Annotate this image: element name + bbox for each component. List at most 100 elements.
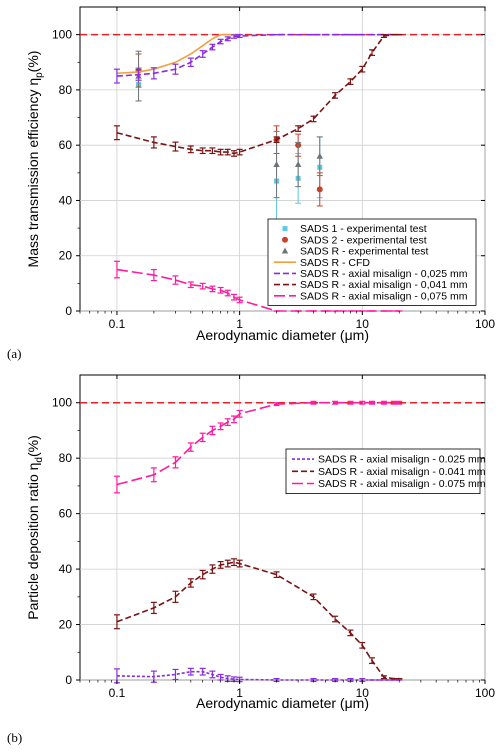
y-tick-label: 80 bbox=[59, 451, 73, 465]
legend-entry: SADS 1 - experimental test bbox=[282, 223, 427, 235]
error-bar bbox=[113, 68, 120, 84]
error-bar bbox=[359, 641, 366, 649]
error-bar bbox=[209, 285, 216, 293]
error-bar bbox=[172, 456, 179, 469]
legend-label: SADS 1 - experimental test bbox=[300, 223, 427, 235]
error-bar bbox=[295, 125, 302, 132]
error-bar bbox=[150, 268, 157, 282]
y-tick-label: 0 bbox=[65, 304, 72, 318]
error-bar bbox=[187, 281, 194, 289]
series-1 bbox=[113, 667, 403, 684]
error-bar bbox=[217, 38, 224, 45]
series-5 bbox=[113, 33, 403, 84]
ticks-a: 0.1 1 10 100 0 20 40 60 80 100 bbox=[52, 7, 495, 331]
error-bar bbox=[380, 675, 387, 680]
y-tick-label: 100 bbox=[52, 396, 72, 410]
legend-label: SADS 2 - experimental test bbox=[300, 234, 427, 246]
y-tick-label: 80 bbox=[59, 83, 73, 97]
legend-swatch bbox=[282, 226, 288, 232]
y-axis-label-main-a: Mass transmission efficiency η bbox=[25, 78, 41, 268]
panel-label-a: (a) bbox=[7, 346, 21, 361]
error-bar bbox=[332, 400, 339, 405]
legend-entry: SADS R - axial misalign - 0,075 mm bbox=[274, 290, 468, 302]
error-bar bbox=[199, 282, 206, 290]
error-bar bbox=[359, 400, 366, 405]
series-line bbox=[116, 561, 400, 680]
error-bar bbox=[224, 148, 231, 156]
y-axis-label-sub-b: d bbox=[34, 457, 45, 463]
data-point bbox=[316, 172, 323, 207]
y-axis-label-b: Particle deposition ratio ηd(%) bbox=[25, 435, 45, 620]
legend-label: SADS R - axial misalign - 0.041 mm bbox=[318, 466, 486, 478]
error-bar bbox=[236, 34, 243, 39]
error-bar bbox=[209, 147, 216, 155]
legend-entry: SADS R - axial misalign - 0,025 mm bbox=[274, 268, 468, 280]
legend-box bbox=[267, 218, 477, 306]
legend-entry: SADS R - axial misalign - 0.075 mm bbox=[292, 478, 486, 490]
error-bar bbox=[187, 57, 194, 68]
legend-box bbox=[285, 448, 481, 494]
series-group-a bbox=[113, 33, 403, 312]
data-point bbox=[294, 141, 302, 188]
error-bar bbox=[310, 115, 317, 123]
error-bar bbox=[236, 148, 243, 156]
error-bar bbox=[396, 400, 403, 405]
series-group-b bbox=[113, 400, 403, 684]
y-axis-label-unit-a: (%) bbox=[25, 51, 41, 73]
gridlines-b bbox=[80, 375, 486, 681]
legend-entry: SADS R - CFD bbox=[274, 257, 370, 269]
error-bar bbox=[199, 147, 206, 155]
error-bar bbox=[187, 145, 194, 154]
y-axis-label-unit-b: (%) bbox=[25, 435, 41, 457]
error-bar bbox=[380, 34, 387, 39]
error-bar bbox=[209, 43, 216, 51]
x-tick-label: 0.1 bbox=[109, 686, 126, 700]
x-axis-label-b: Aerodynamic diameter (μm) bbox=[196, 695, 369, 711]
error-bar bbox=[209, 564, 216, 574]
legend-swatch bbox=[282, 236, 288, 243]
error-bar bbox=[172, 63, 179, 75]
series-3 bbox=[135, 50, 323, 199]
error-bar bbox=[209, 670, 216, 679]
series-3 bbox=[113, 400, 403, 494]
error-bar bbox=[310, 593, 317, 601]
legend-entry: SADS R - axial misalign - 0.041 mm bbox=[292, 466, 486, 478]
error-bar bbox=[199, 50, 206, 58]
error-bar bbox=[199, 667, 206, 676]
y-tick-label: 60 bbox=[59, 138, 73, 152]
series-line bbox=[116, 33, 400, 155]
x-tick-label: 1 bbox=[236, 686, 243, 700]
y-tick-label: 40 bbox=[59, 193, 73, 207]
error-bar bbox=[369, 400, 376, 405]
x-axis-label-a: Aerodynamic diameter (μm) bbox=[196, 327, 369, 343]
error-bar bbox=[332, 615, 339, 623]
y-axis-label-sub-a: p bbox=[34, 72, 45, 78]
error-bar bbox=[380, 400, 387, 405]
error-bar bbox=[199, 569, 206, 580]
error-bar bbox=[187, 667, 194, 676]
error-bar bbox=[172, 275, 179, 285]
error-bar bbox=[113, 125, 120, 141]
legend-label: SADS R - experimental test bbox=[300, 246, 428, 258]
error-bar bbox=[172, 668, 179, 681]
x-tick-label: 10 bbox=[356, 686, 370, 700]
data-point bbox=[316, 136, 323, 177]
x-tick-label: 1 bbox=[236, 317, 243, 331]
error-bar bbox=[172, 141, 179, 152]
legend-entry: SADS R - axial misalign - 0.025 mm bbox=[292, 454, 486, 466]
error-bar bbox=[310, 400, 317, 405]
legend-swatch bbox=[281, 247, 289, 254]
error-bar bbox=[236, 559, 243, 568]
error-bar bbox=[332, 92, 339, 99]
gridlines-a bbox=[80, 7, 486, 312]
legend-label: SADS R - axial misalign - 0,075 mm bbox=[300, 290, 468, 302]
error-bar bbox=[231, 34, 238, 39]
series-line bbox=[116, 33, 400, 77]
legend-entry: SADS R - axial misalign - 0,041 mm bbox=[274, 279, 468, 291]
legend-label: SADS R - axial misalign - 0.025 mm bbox=[318, 454, 486, 466]
error-bar bbox=[347, 400, 354, 405]
x-tick-label: 100 bbox=[475, 686, 495, 700]
error-bar bbox=[231, 558, 238, 567]
error-bar bbox=[150, 67, 157, 80]
